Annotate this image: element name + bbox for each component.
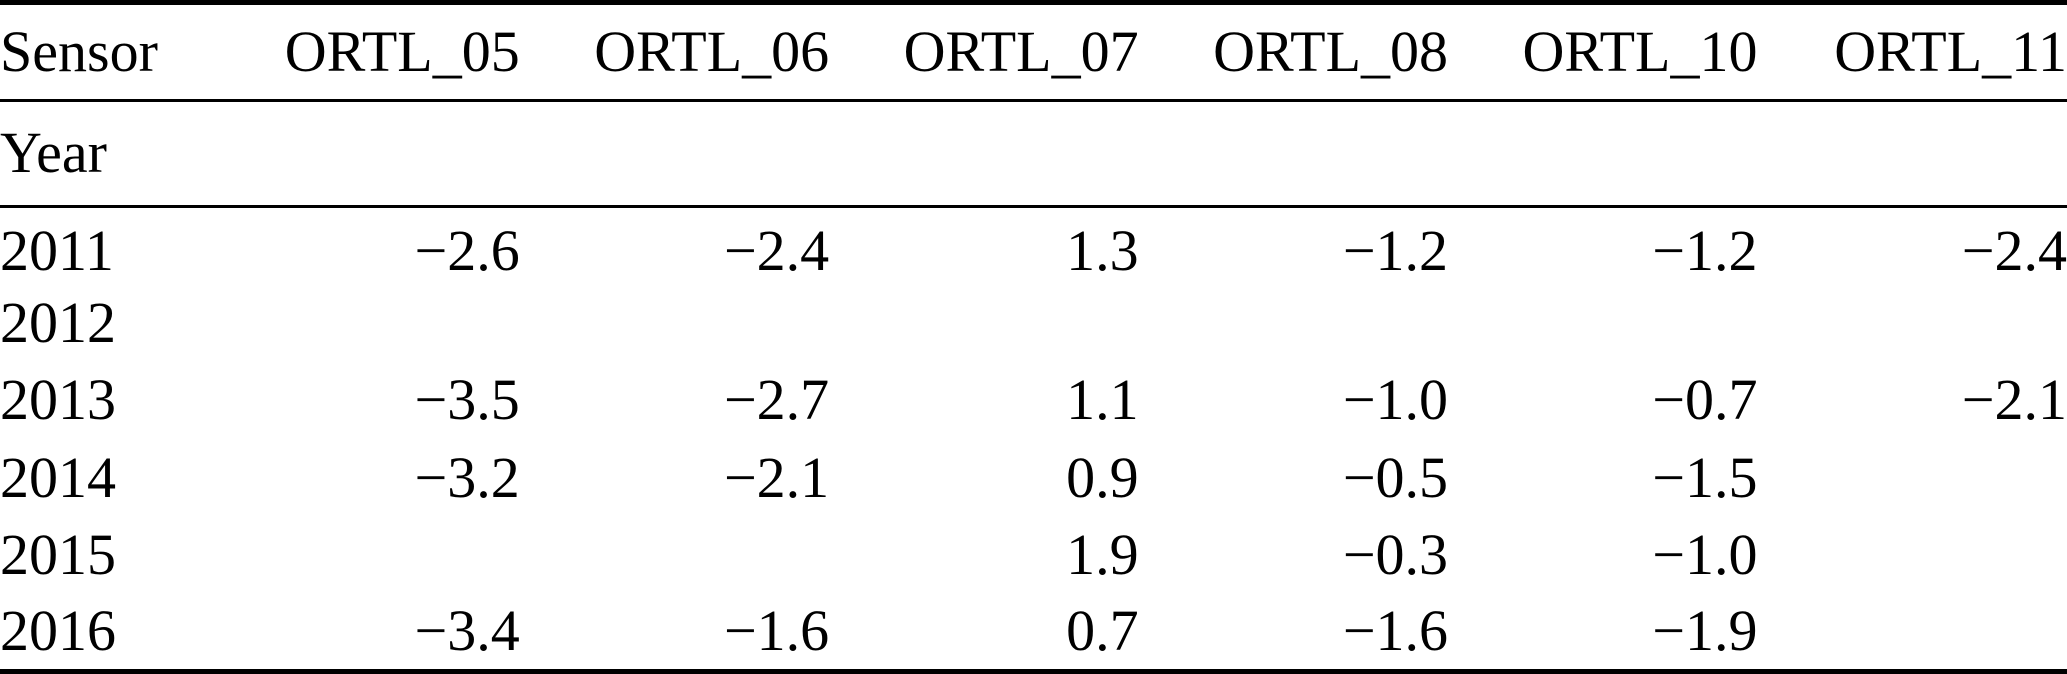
value-cell bbox=[1448, 284, 1757, 362]
value-cell: 0.7 bbox=[1066, 598, 1139, 664]
value-cell bbox=[829, 284, 1138, 362]
value-cell bbox=[1139, 284, 1448, 362]
year-cell: 2012 bbox=[0, 289, 116, 355]
value-cell: −0.7 bbox=[1652, 367, 1758, 433]
column-header-ortl-08: ORTL_08 bbox=[1213, 18, 1449, 84]
table-row-2016: 2016 −3.4 −1.6 0.7 −1.6 −1.9 bbox=[0, 594, 2067, 672]
value-cell: −0.5 bbox=[1342, 444, 1449, 510]
value-cell: 0.9 bbox=[1066, 444, 1139, 510]
value-cell: −3.4 bbox=[414, 598, 520, 664]
value-cell: −1.6 bbox=[1342, 598, 1449, 664]
value-cell: −1.2 bbox=[1652, 217, 1758, 283]
value-cell: −3.5 bbox=[414, 367, 520, 433]
column-header-ortl-07: ORTL_07 bbox=[903, 18, 1139, 84]
table-row-2014: 2014 −3.2 −2.1 0.9 −0.5 −1.5 bbox=[0, 439, 2067, 517]
column-header-ortl-10: ORTL_10 bbox=[1522, 18, 1758, 84]
table-row-2013: 2013 −3.5 −2.7 1.1 −1.0 −0.7 −2.1 bbox=[0, 361, 2067, 439]
value-cell: −3.2 bbox=[414, 444, 520, 510]
value-cell bbox=[1757, 594, 2067, 672]
table-header-row: Sensor ORTL_05 ORTL_06 ORTL_07 ORTL_08 O… bbox=[0, 3, 2067, 101]
value-cell: 1.3 bbox=[1066, 217, 1139, 283]
value-cell bbox=[1757, 516, 2067, 594]
group-label-year: Year bbox=[0, 120, 107, 186]
value-cell: −1.9 bbox=[1652, 598, 1758, 664]
year-cell: 2015 bbox=[0, 522, 116, 588]
value-cell: −2.1 bbox=[1961, 367, 2067, 433]
value-cell: −1.5 bbox=[1652, 444, 1758, 510]
year-cell: 2013 bbox=[0, 367, 116, 433]
value-cell: −2.1 bbox=[723, 444, 830, 510]
value-cell: 1.9 bbox=[1066, 522, 1139, 588]
value-cell: −1.2 bbox=[1342, 217, 1449, 283]
value-cell bbox=[1757, 439, 2067, 517]
year-cell: 2011 bbox=[0, 217, 114, 283]
column-header-sensor: Sensor bbox=[0, 18, 158, 84]
value-cell: −2.4 bbox=[723, 217, 830, 283]
value-cell bbox=[520, 284, 829, 362]
table-row-2012: 2012 bbox=[0, 284, 2067, 362]
year-cell: 2016 bbox=[0, 598, 116, 664]
value-cell bbox=[1757, 284, 2067, 362]
value-cell: −2.6 bbox=[414, 217, 520, 283]
value-cell: −2.7 bbox=[723, 367, 830, 433]
value-cell: −0.3 bbox=[1342, 522, 1449, 588]
column-header-ortl-11: ORTL_11 bbox=[1834, 18, 2067, 84]
column-header-ortl-05: ORTL_05 bbox=[284, 18, 520, 84]
table-row-2015: 2015 1.9 −0.3 −1.0 bbox=[0, 516, 2067, 594]
value-cell: 1.1 bbox=[1066, 367, 1139, 433]
year-cell: 2014 bbox=[0, 444, 116, 510]
value-cell: −1.6 bbox=[723, 598, 830, 664]
value-cell: −1.0 bbox=[1342, 367, 1449, 433]
column-header-ortl-06: ORTL_06 bbox=[594, 18, 830, 84]
value-cell bbox=[520, 516, 829, 594]
table-group-row: Year bbox=[0, 100, 2067, 207]
value-cell bbox=[210, 284, 519, 362]
value-cell bbox=[210, 516, 519, 594]
table-row-2011: 2011 −2.6 −2.4 1.3 −1.2 −1.2 −2.4 bbox=[0, 206, 2067, 284]
value-cell: −1.0 bbox=[1652, 522, 1758, 588]
value-cell: −2.4 bbox=[1961, 217, 2067, 283]
